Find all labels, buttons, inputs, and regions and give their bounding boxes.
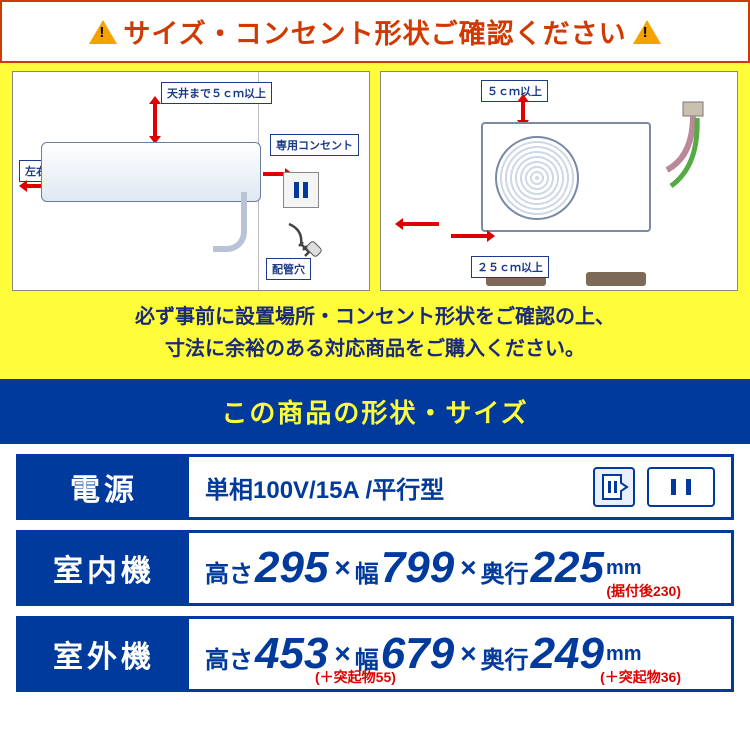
note-line-1: 必ず事前に設置場所・コンセント形状をご確認の上、 [10,301,740,333]
spec-row-indoor: 室内機 高さ295 × 幅799 × 奥行225 mm (据付後230) [16,530,734,606]
outdoor-d-note: (＋突起物36) [600,667,681,687]
callout-pipe: 配管穴 [266,258,311,280]
fan-icon [495,136,579,220]
indoor-diagram: 天井まで５ｃｍ以上 左右とも壁まで５ｃｍ以上 専用コンセント 配管穴 [12,71,370,291]
plug-shape-icon [593,467,635,507]
spec-value-outdoor: 高さ453 × 幅679 × 奥行249 mm (＋突起物55) (＋突起物36… [189,619,731,689]
diagram-zone: 天井まで５ｃｍ以上 左右とも壁まで５ｃｍ以上 専用コンセント 配管穴 ５ｃｍ以上 [0,63,750,295]
note-block: 必ず事前に設置場所・コンセント形状をご確認の上、 寸法に余裕のある対応商品をご購… [0,295,750,379]
spec-row-outdoor: 室外機 高さ453 × 幅679 × 奥行249 mm (＋突起物55) (＋突… [16,616,734,692]
spec-label-outdoor: 室外機 [19,619,189,689]
callout-ceiling: 天井まで５ｃｍ以上 [161,82,272,104]
outdoor-unit-drawing [481,122,651,232]
warning-icon [633,20,661,44]
callout-outlet: 専用コンセント [270,134,359,156]
outlet-shape-icon [647,467,715,507]
warning-bar: サイズ・コンセント形状ご確認ください [0,0,750,63]
warning-text: サイズ・コンセント形状ご確認ください [123,12,626,51]
outdoor-h-note: (＋突起物55) [315,667,396,687]
callout-top: ５ｃｍ以上 [481,80,548,102]
spec-label-power: 電源 [19,457,189,517]
plug-icons [593,467,715,507]
indoor-depth-note: (据付後230) [606,581,681,601]
spec-row-power: 電源 単相100V/15A /平行型 [16,454,734,520]
callout-front: ２５ｃｍ以上 [471,256,549,278]
spec-label-indoor: 室内機 [19,533,189,603]
section-title: この商品の形状・サイズ [0,379,750,444]
note-line-2: 寸法に余裕のある対応商品をご購入ください。 [10,333,740,365]
warning-icon [89,20,117,44]
spec-value-power: 単相100V/15A /平行型 [189,457,731,517]
outdoor-diagram: ５ｃｍ以上 ２５ｃｍ以上 [380,71,738,291]
power-text: 単相100V/15A /平行型 [205,470,444,505]
spec-value-indoor: 高さ295 × 幅799 × 奥行225 mm (据付後230) [189,533,731,603]
pipe-icon [653,96,713,206]
pipe-drawing [213,192,247,252]
wall-outlet-icon [283,172,319,208]
